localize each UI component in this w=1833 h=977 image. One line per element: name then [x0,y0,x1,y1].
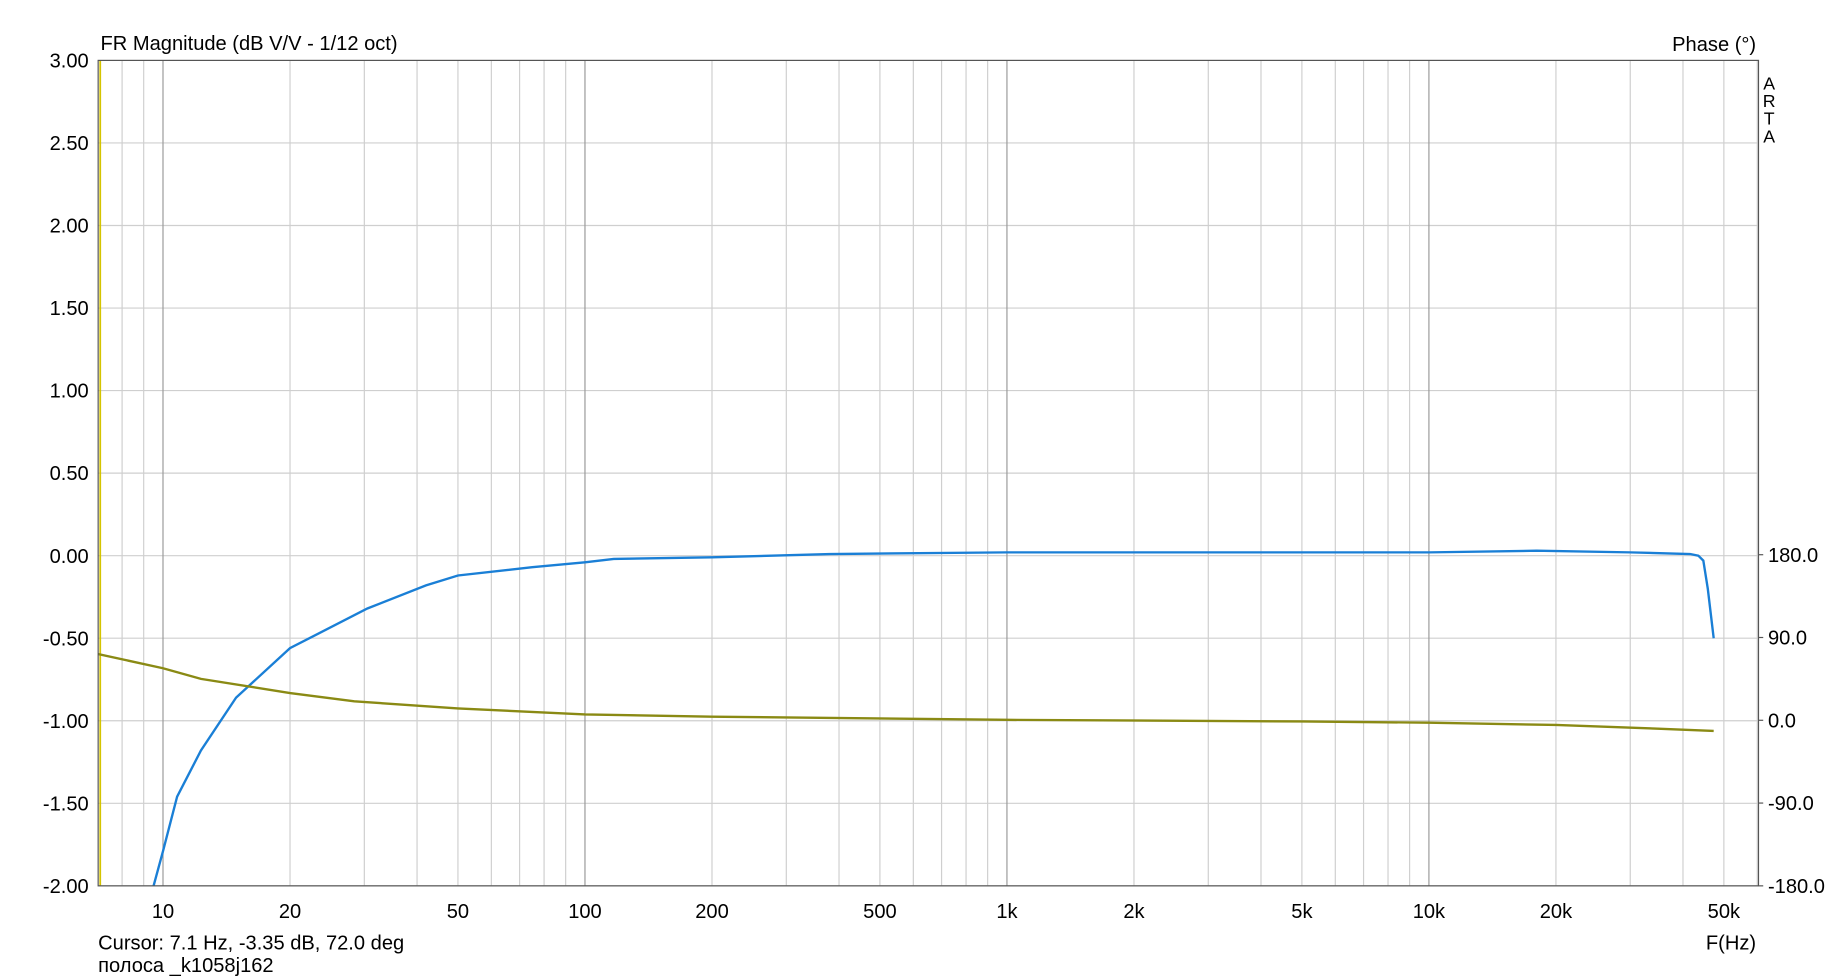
x-tick-label: 200 [695,901,729,923]
chart-title: FR Magnitude (dB V/V - 1/12 oct) [101,33,398,55]
cursor-readout: Cursor: 7.1 Hz, -3.35 dB, 72.0 deg [98,933,404,955]
y-tick-label: 1.00 [50,381,89,403]
y2-axis-label: Phase (°) [1672,34,1756,56]
y-tick-label: -1.00 [43,711,89,733]
x-tick-label: 100 [568,901,602,923]
series-line [98,652,1714,733]
y2-tick-label: -180.0 [1768,876,1825,898]
file-name: полоса _k1058j162 [98,955,273,977]
x-tick-label: 1k [996,901,1018,923]
y-tick-label: 0.00 [50,546,89,568]
y2-tick-label: 0.0 [1768,710,1796,732]
y-tick-label: -0.50 [43,628,89,650]
x-tick-label: 20k [1540,901,1573,923]
y-tick-label: 0.50 [50,463,89,485]
x-tick-label: 10 [152,901,174,923]
y-tick-label: 1.50 [50,298,89,320]
watermark: ARTA [1759,73,1779,144]
x-tick-label: 5k [1291,901,1313,923]
y-tick-label: 3.00 [50,51,89,73]
series-line [152,549,1715,886]
y2-tick-label: 90.0 [1768,628,1807,650]
x-axis-label: F(Hz) [1706,933,1756,955]
x-tick-label: 10k [1413,901,1446,923]
y2-tick-label: -90.0 [1768,793,1814,815]
plot-area [98,60,1715,886]
plot-frame [97,59,1760,887]
y-tick-label: -1.50 [43,793,89,815]
y-tick-label: -2.00 [43,876,89,898]
x-tick-label: 500 [863,901,897,923]
y2-tick-label: 180.0 [1768,545,1818,567]
x-tick-label: 50 [447,901,469,923]
x-tick-label: 50k [1708,901,1741,923]
y-tick-label: 2.50 [50,133,89,155]
x-tick-label: 2k [1123,901,1145,923]
y-tick-label: 2.00 [50,216,89,238]
x-tick-label: 20 [279,901,301,923]
